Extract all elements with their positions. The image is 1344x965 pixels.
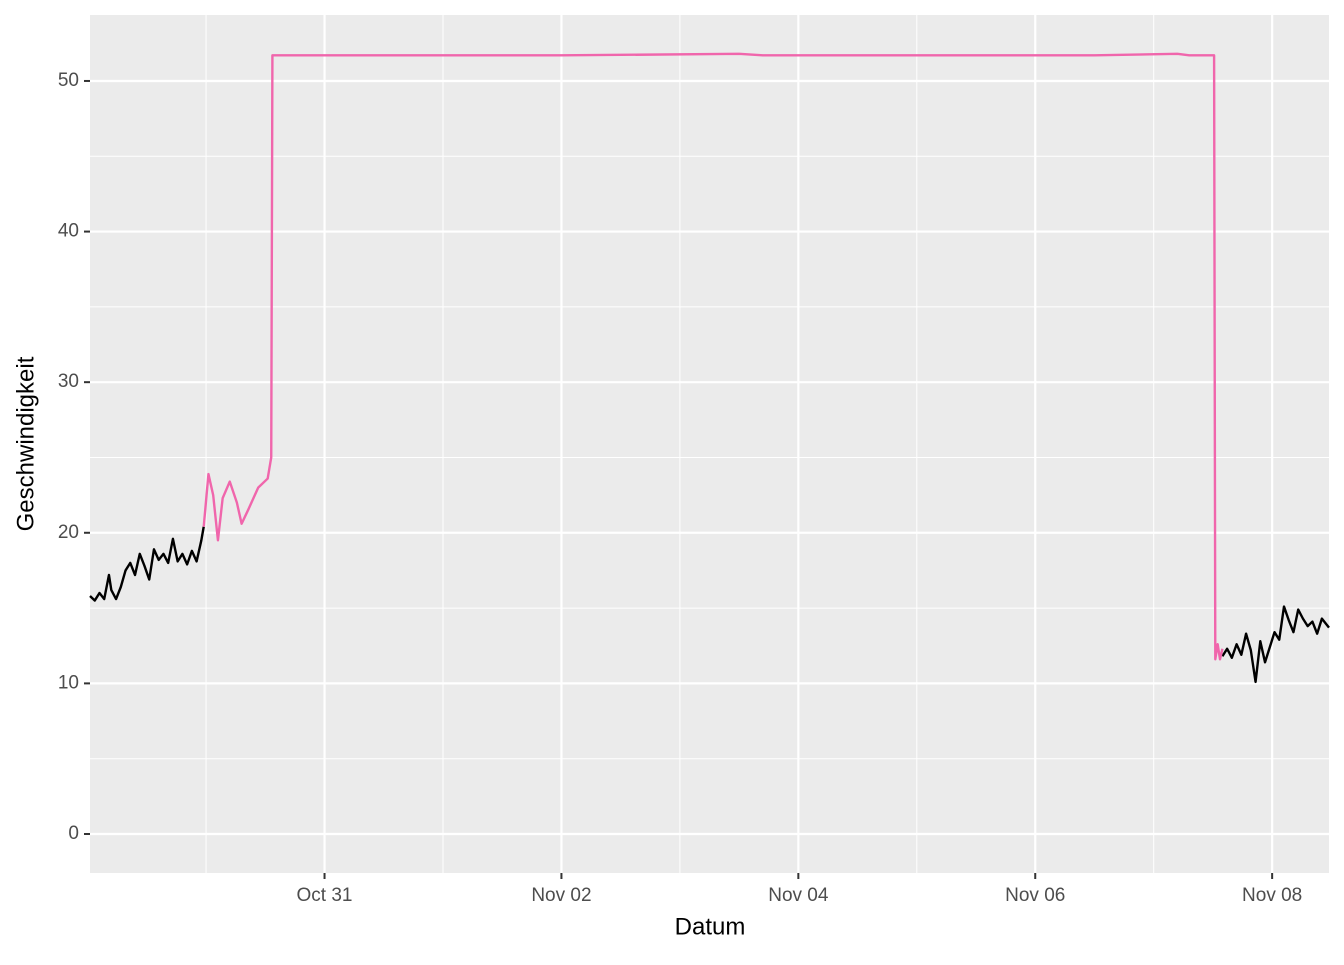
y-tick-label: 30 (58, 371, 79, 392)
data-line (89, 526, 1330, 684)
y-tick-label: 10 (58, 672, 79, 693)
x-tick-label: Nov 02 (531, 885, 591, 906)
y-tick-label: 0 (68, 823, 79, 844)
grid (90, 15, 1329, 873)
y-tick-label: 40 (58, 221, 79, 242)
y-tick-label: 20 (58, 522, 79, 543)
x-tick-label: Oct 31 (297, 885, 353, 906)
y-axis-title: Geschwindigkeit (12, 356, 39, 531)
data-line (202, 52, 1224, 661)
lines (89, 52, 1330, 684)
x-tick-label: Nov 08 (1242, 885, 1302, 906)
x-tick-label: Nov 04 (768, 885, 829, 906)
axes: Oct 31 Nov 02 Nov 04 Nov 06 Nov 08 0 10 20 30 40 5… (58, 70, 1302, 906)
y-tick-label: 50 (58, 70, 79, 91)
panel (90, 15, 1329, 873)
x-axis-title: Datum (675, 913, 746, 940)
x-tick-label: Nov 06 (1005, 885, 1065, 906)
